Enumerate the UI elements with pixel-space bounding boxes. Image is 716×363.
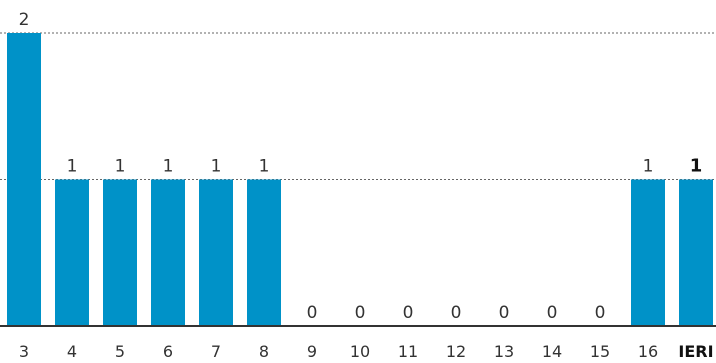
bar-4	[55, 179, 89, 326]
bar-7	[199, 179, 233, 326]
value-label-15: 0	[595, 303, 606, 323]
value-label-10: 0	[355, 303, 366, 323]
gridlines	[0, 32, 716, 180]
bar-6	[151, 179, 185, 326]
x-tick-4: 4	[67, 342, 77, 361]
x-tick-IERI: IERI	[678, 342, 713, 361]
x-tick-8: 8	[259, 342, 269, 361]
value-label-8: 1	[259, 157, 270, 177]
x-tick-16: 16	[638, 342, 658, 361]
value-label-13: 0	[499, 303, 510, 323]
x-tick-11: 11	[398, 342, 418, 361]
value-labels: 2 1 1 1 1 1 0 0 0 0 0 0 0 1 1	[19, 10, 703, 323]
x-tick-6: 6	[163, 342, 173, 361]
x-tick-labels: 3 4 5 6 7 8 9 10 11 12 13 14 15 16 IERI	[19, 342, 714, 361]
value-label-IERI: 1	[690, 156, 703, 177]
bars	[7, 33, 713, 326]
bar-5	[103, 179, 137, 326]
bar-8	[247, 179, 281, 326]
x-tick-5: 5	[115, 342, 125, 361]
x-tick-9: 9	[307, 342, 317, 361]
value-label-3: 2	[19, 10, 30, 30]
value-label-12: 0	[451, 303, 462, 323]
x-tick-3: 3	[19, 342, 29, 361]
bar-16	[631, 179, 665, 326]
x-tick-12: 12	[446, 342, 466, 361]
value-label-9: 0	[307, 303, 318, 323]
value-label-7: 1	[211, 157, 222, 177]
bar-3	[7, 33, 41, 326]
value-label-14: 0	[547, 303, 558, 323]
bar-IERI	[679, 179, 713, 326]
x-tick-7: 7	[211, 342, 221, 361]
x-tick-13: 13	[494, 342, 514, 361]
x-tick-14: 14	[542, 342, 562, 361]
x-tick-10: 10	[350, 342, 370, 361]
value-label-16: 1	[643, 157, 654, 177]
value-label-4: 1	[67, 157, 78, 177]
value-label-11: 0	[403, 303, 414, 323]
value-label-6: 1	[163, 157, 174, 177]
value-label-5: 1	[115, 157, 126, 177]
x-tick-15: 15	[590, 342, 610, 361]
